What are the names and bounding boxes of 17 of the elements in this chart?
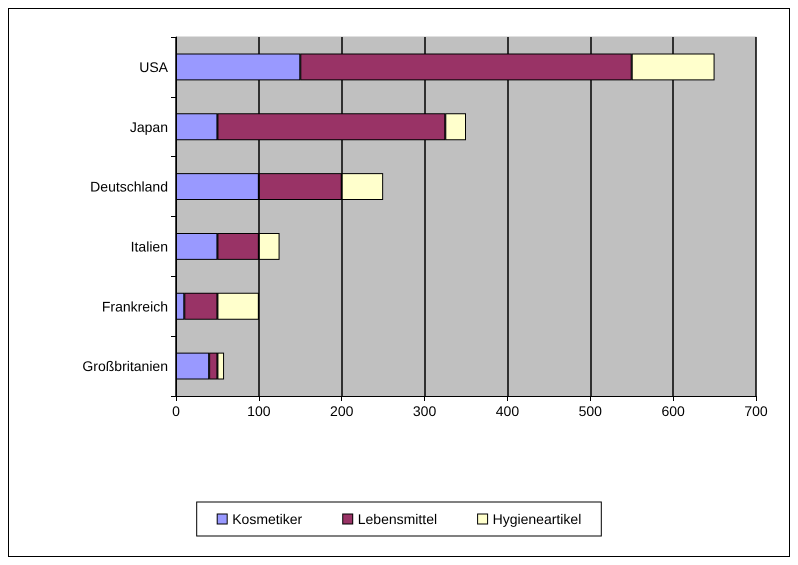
x-tick-label: 0: [172, 403, 180, 419]
x-tick-label: 100: [247, 403, 271, 419]
x-tick-label: 200: [330, 403, 354, 419]
y-tick-label: Frankreich: [102, 298, 168, 314]
x-tick-label: 300: [412, 403, 436, 419]
legend-label: Lebensmittel: [358, 511, 438, 527]
x-tick-label: 700: [744, 403, 768, 419]
y-tick-label: Japan: [130, 118, 168, 135]
y-tick-label: Italien: [130, 238, 168, 254]
x-tick-label: 400: [496, 403, 520, 419]
y-tick-label: Großbritanien: [82, 358, 168, 374]
x-tick-label: 600: [661, 403, 686, 419]
y-tick-label: USA: [139, 58, 169, 75]
legend-label: Kosmetiker: [232, 511, 303, 527]
y-tick-label: Deutschland: [90, 178, 168, 195]
x-tick-label: 500: [578, 403, 602, 419]
legend-label: Hygieneartikel: [492, 511, 582, 527]
